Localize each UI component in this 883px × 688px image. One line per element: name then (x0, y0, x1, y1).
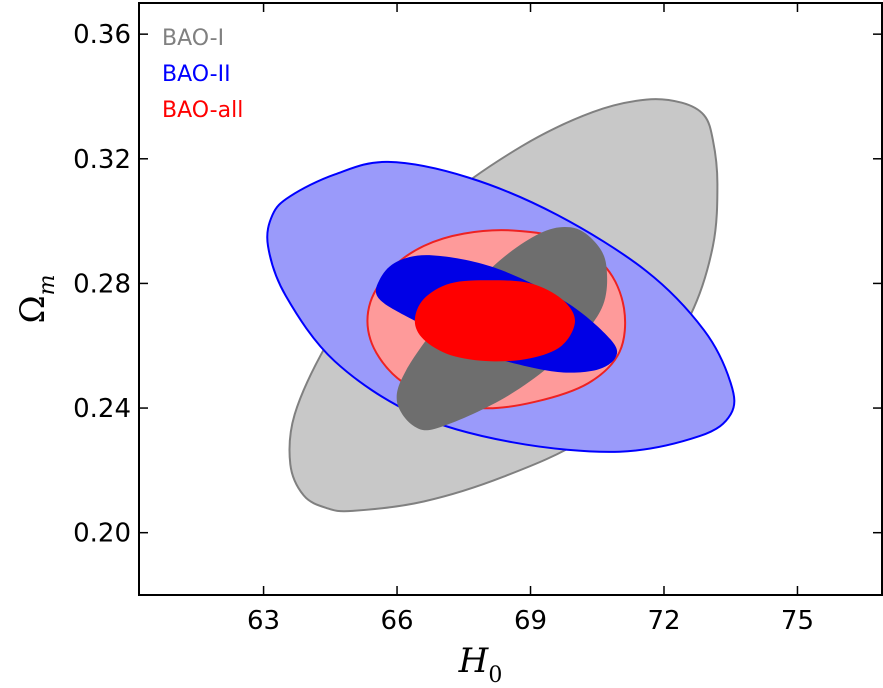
x-tick-label: 69 (514, 606, 547, 636)
y-tick-label: 0.28 (73, 269, 131, 299)
plot-frame (138, 2, 883, 596)
y-tick-label: 0.20 (73, 519, 131, 549)
y-tick-label: 0.24 (73, 394, 131, 424)
y-axis-label-sub: m (35, 274, 60, 295)
x-tick-label: 75 (781, 606, 814, 636)
y-tick-label: 0.32 (73, 145, 131, 175)
legend: BAO-I BAO-II BAO-all (162, 26, 243, 123)
legend-entry-bao-ii: BAO-II (162, 62, 231, 87)
x-tick-label: 72 (647, 606, 680, 636)
x-axis-label: H0 (458, 641, 503, 688)
legend-entry-bao-i: BAO-I (162, 26, 224, 51)
y-axis-label: Ωm (13, 274, 60, 323)
x-axis-label-main: H (458, 641, 490, 681)
x-tick-label: 63 (247, 606, 280, 636)
legend-entry-bao-all: BAO-all (162, 98, 243, 123)
axis-ticks: 63 66 69 72 75 0.20 0.24 0.28 0.32 0.36 (73, 3, 882, 636)
y-axis-label-main: Ω (13, 295, 53, 323)
y-tick-label: 0.36 (73, 20, 131, 50)
contour-inner-bao-all (414, 280, 575, 362)
x-tick-label: 66 (381, 606, 414, 636)
x-axis-label-sub: 0 (488, 663, 502, 688)
contour-layer (266, 98, 736, 513)
